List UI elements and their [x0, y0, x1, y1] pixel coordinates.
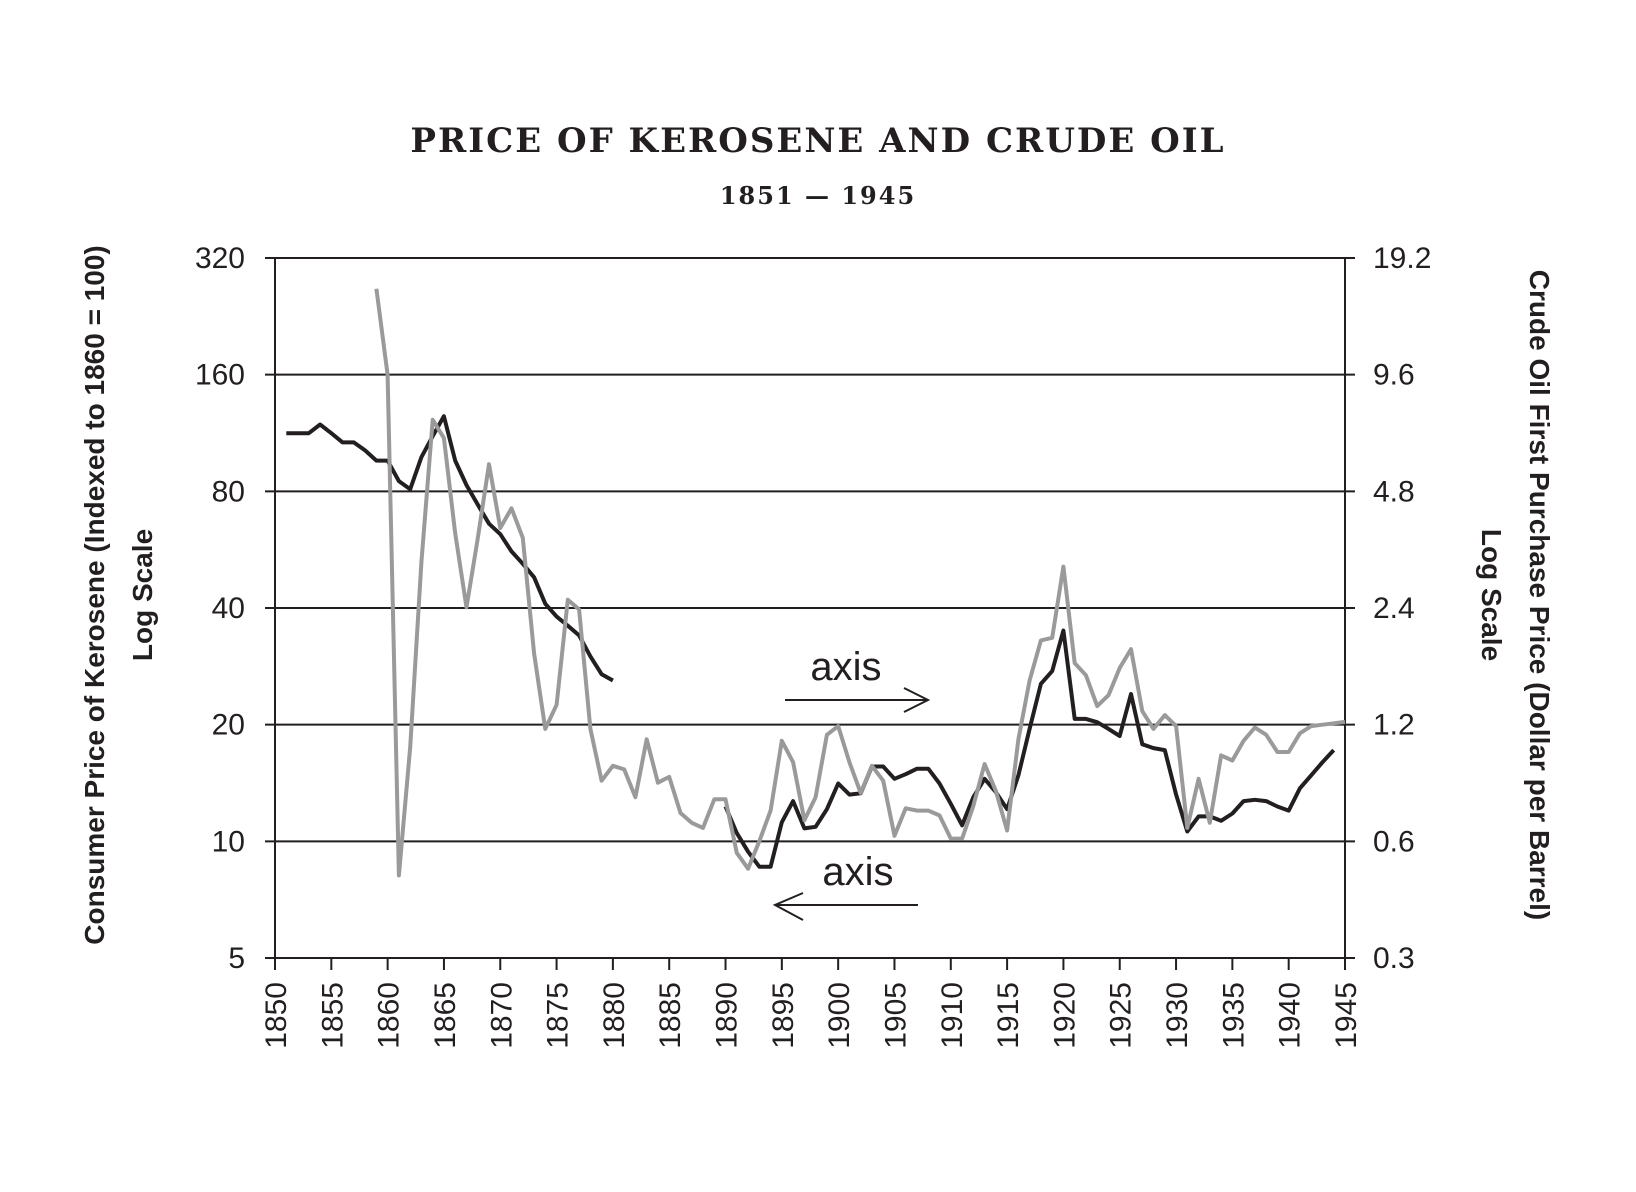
right-tick-label: 19.2	[1373, 242, 1431, 275]
right-tick-label: 0.6	[1373, 825, 1415, 858]
x-tick-label: 1880	[598, 982, 631, 1049]
right-tick-label: 1.2	[1373, 709, 1415, 742]
x-tick-label: 1885	[654, 982, 687, 1049]
left-tick-label: 80	[212, 475, 245, 508]
x-tick-label: 1865	[429, 982, 462, 1049]
series-lines	[286, 288, 1346, 878]
annotation-right-text: axis	[810, 645, 881, 689]
left-tick-label: 320	[195, 242, 245, 275]
right-tick-label: 4.8	[1373, 475, 1415, 508]
arrow-left-icon	[772, 892, 918, 921]
left-axis-title: Consumer Price of Kerosene (Indexed to 1…	[79, 245, 158, 944]
chart-title: PRICE OF KEROSENE AND CRUDE OIL	[410, 121, 1225, 161]
x-axis-ticks: 1850 1855 1860 1865 1870 1875 1880 1885 1890 1895…	[260, 958, 1363, 1049]
x-tick-label: 1895	[767, 982, 800, 1049]
left-axis-label: Consumer Price of Kerosene (Indexed to 1…	[79, 245, 110, 944]
x-tick-label: 1855	[316, 982, 349, 1049]
x-tick-label: 1920	[1048, 982, 1081, 1049]
left-tick-label: 160	[195, 359, 245, 392]
annotation-right-axis: axis	[785, 645, 931, 713]
x-tick-label: 1925	[1105, 982, 1138, 1049]
plot-frame	[274, 257, 1346, 959]
kerosene-line	[286, 414, 614, 683]
left-axis-ticks: 320 160 80 40 20 10 5	[195, 242, 245, 975]
x-tick-label: 1900	[823, 982, 856, 1049]
right-axis-label: Crude Oil First Purchase Price (Dollar p…	[1524, 270, 1555, 920]
arrow-right-icon	[785, 687, 931, 713]
x-tick-label: 1930	[1161, 982, 1194, 1049]
x-tick-label: 1915	[992, 982, 1025, 1049]
x-tick-label: 1870	[485, 982, 518, 1049]
x-tick-label: 1850	[260, 982, 293, 1049]
left-tick-label: 20	[212, 709, 245, 742]
kerosene-line	[723, 628, 1336, 869]
annotation-left-text: axis	[822, 850, 893, 894]
right-tick-label: 2.4	[1373, 592, 1415, 625]
x-tick-label: 1940	[1274, 982, 1307, 1049]
left-axis-sublabel: Log Scale	[127, 529, 158, 661]
gridlines	[265, 257, 1355, 959]
left-tick-label: 5	[228, 942, 245, 975]
x-tick-label: 1905	[879, 982, 912, 1049]
right-axis-sublabel: Log Scale	[1476, 529, 1507, 661]
x-tick-label: 1910	[936, 982, 969, 1049]
right-tick-label: 9.6	[1373, 359, 1415, 392]
crude-oil-line	[374, 288, 1346, 878]
x-tick-label: 1890	[711, 982, 744, 1049]
annotation-left-axis: axis	[772, 850, 918, 921]
x-tick-label: 1945	[1330, 982, 1363, 1049]
x-tick-label: 1935	[1217, 982, 1250, 1049]
left-tick-label: 10	[212, 825, 245, 858]
right-axis-ticks: 19.2 9.6 4.8 2.4 1.2 0.6 0.3	[1373, 242, 1431, 975]
x-tick-label: 1860	[373, 982, 406, 1049]
right-axis-title: Crude Oil First Purchase Price (Dollar p…	[1476, 270, 1555, 920]
x-tick-label: 1875	[542, 982, 575, 1049]
right-tick-label: 0.3	[1373, 942, 1415, 975]
left-tick-label: 40	[212, 592, 245, 625]
chart-subtitle: 1851 — 1945	[720, 181, 916, 210]
